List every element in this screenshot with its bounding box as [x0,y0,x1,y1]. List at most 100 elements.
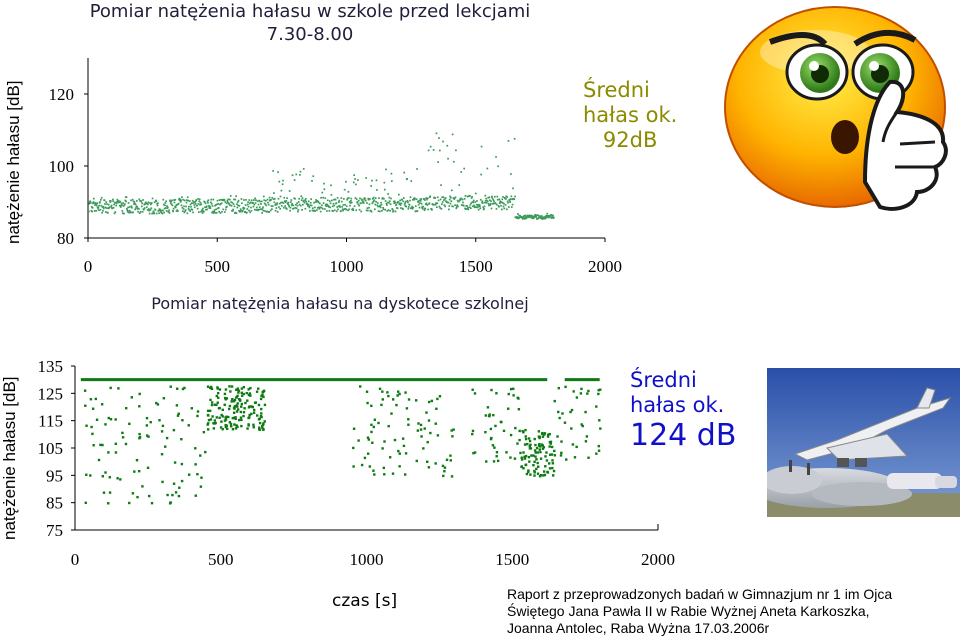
scatter-point-bottom [419,423,423,427]
scatter-point-top [354,183,357,186]
y-tick-label-bottom: 75 [46,521,63,540]
scatter-point-bottom [543,432,547,435]
scatter-point-top [451,133,454,136]
report-line1: Raport z przeprowadzonych badań w Gimnaz… [507,586,893,602]
scatter-point-bottom [398,392,401,396]
scatter-point-top [259,200,261,203]
scatter-point-top [501,198,504,201]
scatter-point-top [274,209,277,212]
scatter-point-bottom [565,458,568,461]
scatter-point-bottom [206,428,210,431]
scatter-point-bottom [245,391,248,395]
scatter-point-bottom [557,386,561,390]
scatter-point-top [421,207,424,210]
scatter-point-top [288,205,291,208]
scatter-point-bottom [160,430,164,433]
scatter-point-top [333,198,335,201]
scatter-point-top [369,209,372,212]
scatter-point-top [292,204,295,207]
scatter-point-top [141,202,144,205]
x-tick-label-top: 500 [205,257,231,276]
scatter-point-bottom [236,394,239,398]
scatter-point-bottom [378,387,382,391]
scatter-point-top [230,201,232,204]
scatter-point-top [178,197,181,200]
scatter-point-top [108,206,111,209]
scatter-point-bottom [495,451,499,454]
scatter-point-top [388,196,391,199]
scatter-point-bottom [218,406,221,410]
scatter-point-top [402,197,405,199]
scatter-point-bottom [548,467,552,470]
scatter-point-top [446,144,449,147]
scatter-point-top [366,207,369,209]
scatter-point-top [324,204,327,207]
scatter-point-bottom [229,422,233,426]
scatter-point-top [386,210,389,212]
scatter-point-top [459,199,461,201]
scatter-point-bottom [397,449,400,453]
scatter-point-top [99,201,101,203]
scatter-point-bottom [215,403,218,407]
scatter-point-top [378,210,381,213]
scatter-point-top [153,201,156,204]
scatter-point-bottom [206,422,210,425]
scatter-point-top [377,205,380,208]
scatter-point-top [394,210,397,213]
scatter-point-bottom [533,449,537,452]
scatter-point-bottom [527,437,531,440]
scatter-point-top [367,198,370,201]
scatter-point-top [439,207,442,209]
scatter-point-top [458,184,461,186]
scatter-point-top [90,205,93,208]
scatter-point-top [474,192,477,195]
scatter-point-top [226,205,228,208]
scatter-point-bottom [99,443,102,447]
scatter-point-bottom [442,474,445,478]
scatter-point-bottom [420,435,423,438]
scatter-point-bottom [516,442,519,445]
scatter-point-top [133,202,136,205]
scatter-point-top [185,205,187,208]
scatter-point-bottom [370,430,373,434]
scatter-point-top [394,201,396,204]
scatter-point-top [392,209,395,212]
scatter-point-top [283,206,285,209]
scatter-point-top [437,199,440,202]
scatter-point-top [335,210,338,213]
scatter-point-top [180,199,182,202]
scatter-point-bottom [91,407,95,410]
scatter-point-top [434,203,437,206]
scatter-point-top [443,198,446,201]
scatter-point-top [355,209,358,212]
scatter-point-bottom [533,469,536,473]
scatter-point-bottom [228,421,232,424]
scatter-point-bottom [202,430,206,434]
scatter-point-top [254,202,257,204]
scatter-point-bottom [550,445,554,449]
scatter-point-top [210,198,213,201]
scatter-point-top [323,208,326,210]
scatter-point-top [298,203,301,206]
scatter-point-bottom [542,470,546,473]
scatter-point-bottom [261,390,265,394]
scatter-point-bottom [426,440,429,444]
scatter-point-top [267,201,269,204]
scatter-point-top [163,211,165,214]
scatter-point-top [482,206,485,209]
scatter-point-top [436,196,439,199]
scatter-point-top [149,202,151,204]
scatter-point-bottom [97,458,101,462]
scatter-point-top [491,197,494,199]
scatter-point-bottom [538,436,541,440]
scatter-point-bottom [553,399,556,403]
scatter-point-top [129,210,132,213]
scatter-point-top [193,206,196,209]
scatter-point-top [280,205,283,207]
scatter-point-bottom [524,454,528,458]
scatter-point-top [318,202,321,205]
scatter-point-top [414,205,417,208]
scatter-point-top [510,173,512,175]
scatter-point-top [537,214,540,217]
scatter-point-bottom [529,473,532,476]
